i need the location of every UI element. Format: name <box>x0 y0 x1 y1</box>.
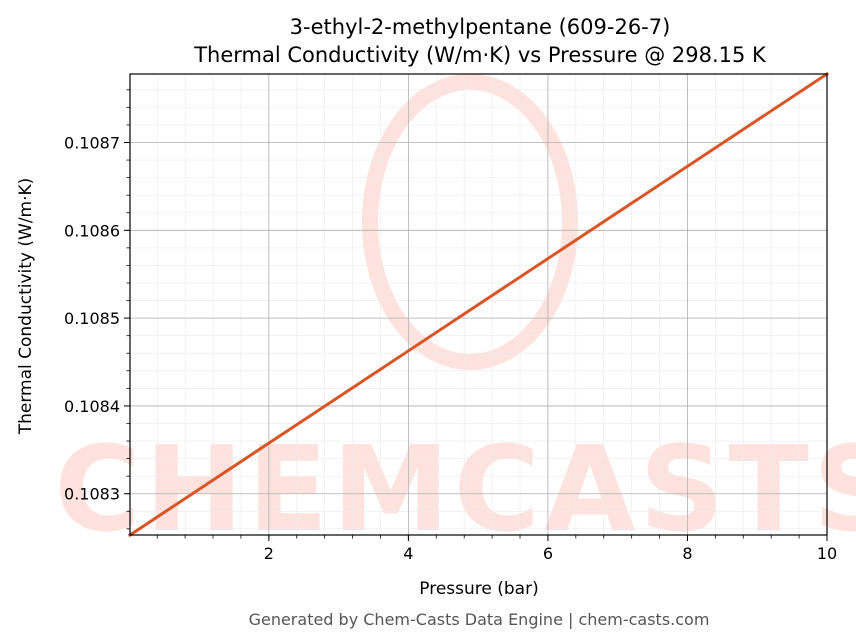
x-axis-label: Pressure (bar) <box>419 579 538 599</box>
x-tick-label: 4 <box>403 544 413 563</box>
x-tick-label: 6 <box>543 544 553 563</box>
y-tick-label: 0.1087 <box>64 133 120 152</box>
plot-area-frame <box>129 73 828 536</box>
x-tick-label: 10 <box>817 544 837 563</box>
chart-subtitle: Thermal Conductivity (W/m·K) vs Pressure… <box>193 43 767 67</box>
series-line <box>127 71 830 538</box>
y-tick-label: 0.1084 <box>64 397 120 416</box>
watermark-logo-ring <box>362 74 578 370</box>
x-axis-ticks: 2 4 6 8 10 <box>156 535 837 563</box>
footer-credit: Generated by Chem-Casts Data Engine | ch… <box>249 610 710 629</box>
y-tick-label: 0.1085 <box>64 309 120 328</box>
major-grid <box>130 74 828 535</box>
x-tick-label: 2 <box>264 544 274 563</box>
chart-title: 3-ethyl-2-methylpentane (609-26-7) <box>290 15 671 39</box>
watermark-text: CHEMCASTS <box>54 420 856 558</box>
x-tick-label: 8 <box>682 544 692 563</box>
series-layer <box>127 71 830 538</box>
y-tick-label: 0.1086 <box>64 221 120 240</box>
y-axis-ticks: 0.1083 0.1084 0.1085 0.1086 0.1087 <box>64 89 130 530</box>
y-tick-label: 0.1083 <box>64 485 120 504</box>
y-axis-label: Thermal Conductivity (W/m·K) <box>16 178 36 436</box>
